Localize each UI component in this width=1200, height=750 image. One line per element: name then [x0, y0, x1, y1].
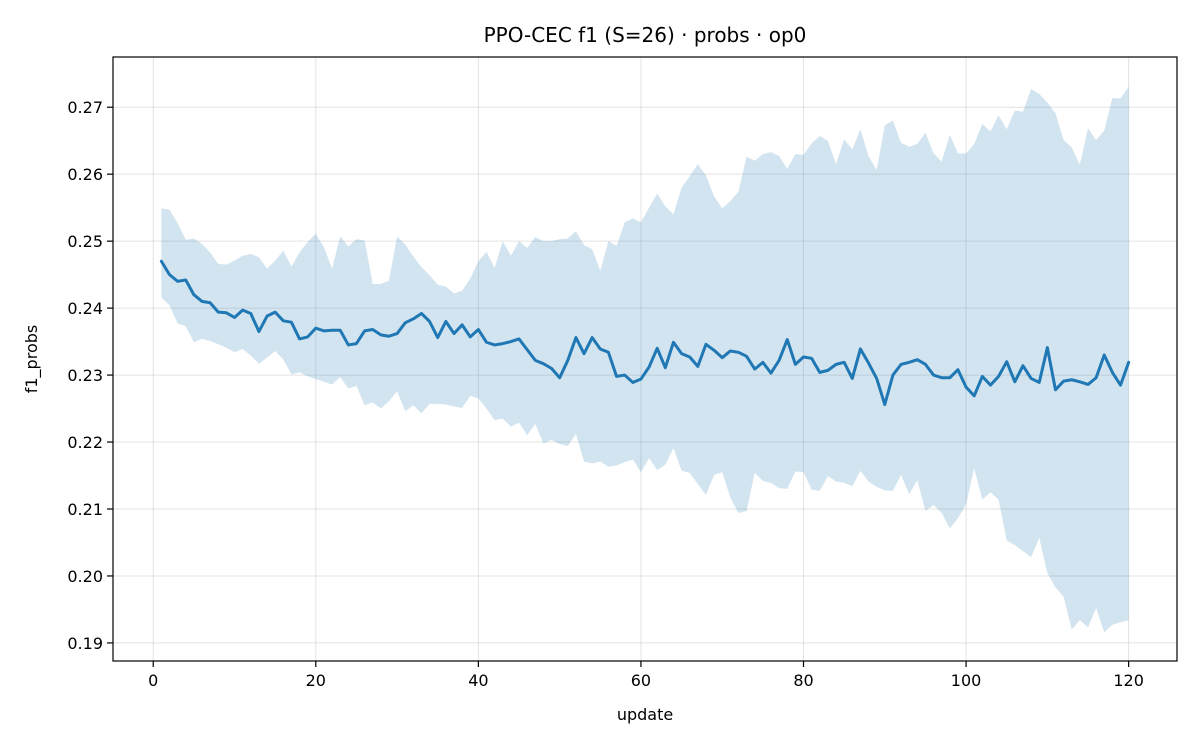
- x-tick-label: 120: [1113, 671, 1144, 690]
- x-tick-label: 80: [793, 671, 813, 690]
- y-axis-label: f1_probs: [22, 325, 42, 393]
- y-tick-label: 0.27: [67, 98, 103, 117]
- x-axis-ticks: 0 20 40 60 80 100 120: [148, 661, 1144, 690]
- y-tick-label: 0.25: [67, 232, 103, 251]
- y-tick-label: 0.26: [67, 165, 103, 184]
- x-tick-label: 0: [148, 671, 158, 690]
- x-tick-label: 60: [631, 671, 651, 690]
- y-tick-label: 0.24: [67, 299, 103, 318]
- x-tick-label: 40: [468, 671, 488, 690]
- chart-title: PPO-CEC f1 (S=26) · probs · op0: [484, 23, 807, 47]
- y-tick-label: 0.21: [67, 500, 103, 519]
- y-axis-ticks: 0.19 0.20 0.21 0.22 0.23 0.24 0.25 0.26 0.27: [67, 98, 113, 653]
- mean-line: [159, 259, 1131, 407]
- std-band: [161, 86, 1129, 633]
- y-tick-label: 0.22: [67, 433, 103, 452]
- x-axis-label: update: [617, 705, 673, 724]
- x-tick-label: 100: [951, 671, 982, 690]
- y-tick-label: 0.20: [67, 567, 103, 586]
- plot-frame: [112, 56, 1178, 662]
- y-tick-label: 0.19: [67, 634, 103, 653]
- grid: [113, 57, 1177, 661]
- x-tick-label: 20: [306, 671, 326, 690]
- y-tick-label: 0.23: [67, 366, 103, 385]
